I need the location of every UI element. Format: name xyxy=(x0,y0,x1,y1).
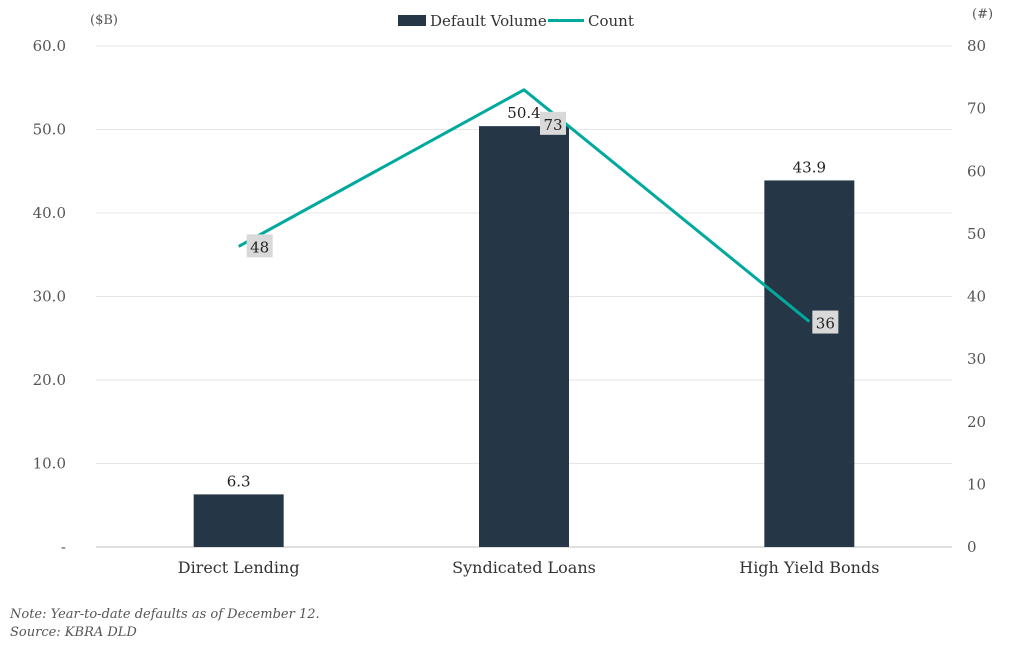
count-data-label: 73 xyxy=(543,116,562,134)
left-tick-label: 50.0 xyxy=(33,121,66,139)
right-tick-label: 10 xyxy=(967,475,986,493)
bar-default-volume xyxy=(479,126,569,547)
category-label: High Yield Bonds xyxy=(739,558,879,577)
category-label: Direct Lending xyxy=(178,558,300,577)
left-tick-label: 10.0 xyxy=(33,455,66,473)
count-label-box xyxy=(540,111,566,135)
bar-default-volume xyxy=(193,494,284,547)
count-data-label: 36 xyxy=(816,315,835,333)
right-tick-label: 60 xyxy=(967,162,986,180)
right-tick-label: 0 xyxy=(967,538,977,556)
combo-chart: ($B) - 10.0 20.0 30.0 40.0 50.0 60.0 (#) 0 10 20… xyxy=(33,7,993,577)
right-tick-label: 50 xyxy=(967,225,986,243)
chart-source: Source: KBRA DLD xyxy=(10,625,137,640)
right-tick-label: 70 xyxy=(967,100,986,118)
right-tick-label: 40 xyxy=(967,288,986,306)
count-label-box xyxy=(812,310,839,334)
category-label: Syndicated Loans xyxy=(452,558,596,577)
right-tick-label: 80 xyxy=(967,37,986,55)
right-axis-unit: (#) xyxy=(972,7,993,22)
count-data-label: 48 xyxy=(250,238,269,256)
legend-label-default-volume: Default Volume xyxy=(430,12,547,30)
left-axis: ($B) - 10.0 20.0 30.0 40.0 50.0 60.0 xyxy=(33,13,118,556)
line-series: 48 73 36 xyxy=(237,88,839,334)
legend-label-count: Count xyxy=(588,12,634,30)
bar-data-label: 50.4 xyxy=(507,104,540,122)
chart-note: Note: Year-to-date defaults as of Decemb… xyxy=(10,607,320,622)
left-tick-label: - xyxy=(61,538,66,556)
left-tick-label: 40.0 xyxy=(33,204,66,222)
category-axis: Direct Lending Syndicated Loans High Yield… xyxy=(178,558,880,577)
bar-series: 6.3 50.4 43.9 xyxy=(193,104,855,547)
left-axis-unit: ($B) xyxy=(90,13,118,28)
legend: Default Volume Count xyxy=(398,12,634,30)
left-tick-label: 20.0 xyxy=(33,371,66,389)
bar-data-label: 43.9 xyxy=(793,158,826,176)
right-tick-label: 20 xyxy=(967,413,986,431)
left-tick-label: 60.0 xyxy=(33,37,66,55)
bar-data-label: 6.3 xyxy=(227,472,251,490)
count-line xyxy=(237,88,811,323)
left-tick-label: 30.0 xyxy=(33,288,66,306)
right-tick-label: 30 xyxy=(967,350,986,368)
legend-swatch-default-volume xyxy=(398,15,426,26)
count-label-box xyxy=(246,234,273,258)
bar-default-volume xyxy=(764,180,855,547)
right-axis: (#) 0 10 20 30 40 50 60 70 80 xyxy=(967,7,993,556)
